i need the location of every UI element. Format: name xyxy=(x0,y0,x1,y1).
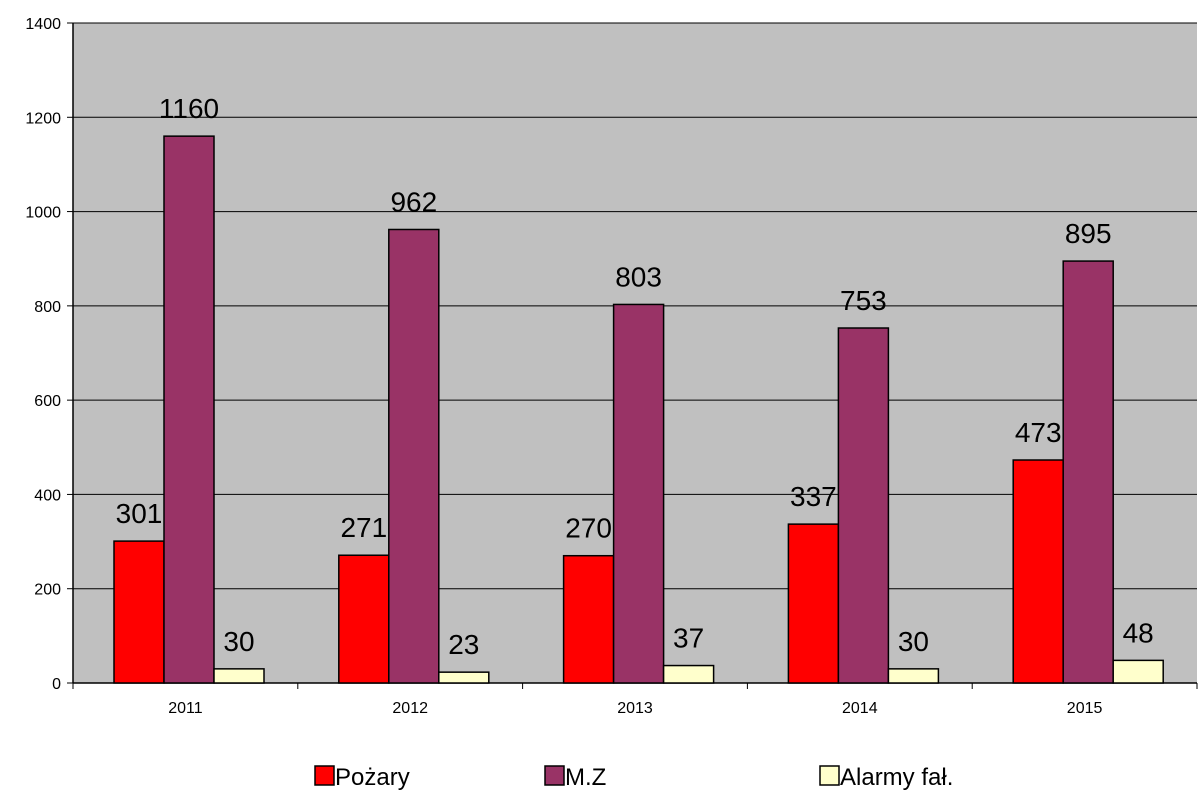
x-tick-label: 2015 xyxy=(1067,700,1103,717)
bar xyxy=(113,540,165,684)
y-tick-label: 1000 xyxy=(25,205,61,222)
legend-label: M.Z xyxy=(565,764,606,791)
x-tick-label: 2013 xyxy=(617,700,653,717)
bar xyxy=(837,327,890,684)
y-tick-label: 1400 xyxy=(25,16,61,33)
bar xyxy=(612,303,665,684)
legend-swatch xyxy=(819,765,840,786)
y-tick-label: 400 xyxy=(34,487,61,504)
bar xyxy=(213,668,265,684)
data-label: 270 xyxy=(565,513,612,544)
data-label: 753 xyxy=(840,285,887,316)
y-tick-label: 600 xyxy=(34,393,61,410)
y-tick-label: 800 xyxy=(34,299,61,316)
bar xyxy=(163,135,215,684)
bar xyxy=(338,554,390,684)
data-label: 23 xyxy=(448,629,479,660)
data-label: 337 xyxy=(790,481,837,512)
bar xyxy=(562,554,615,684)
x-tick-label: 2014 xyxy=(842,700,878,717)
legend-label: Alarmy fał. xyxy=(840,764,953,791)
data-label: 30 xyxy=(898,626,929,657)
data-label: 1160 xyxy=(159,93,219,124)
data-label: 30 xyxy=(223,626,254,657)
bar xyxy=(662,664,715,684)
bar xyxy=(1012,459,1064,684)
x-tick-label: 2011 xyxy=(168,700,203,717)
bar xyxy=(438,671,490,684)
y-tick-label: 0 xyxy=(52,676,61,693)
y-tick-label: 1200 xyxy=(25,110,61,127)
bar xyxy=(887,668,940,684)
data-label: 473 xyxy=(1015,417,1062,448)
bar xyxy=(787,523,840,684)
data-label: 803 xyxy=(615,261,662,292)
data-label: 271 xyxy=(340,512,387,543)
data-label: 48 xyxy=(1123,617,1154,648)
x-tick-label: 2012 xyxy=(392,700,428,717)
legend-swatch xyxy=(544,765,565,786)
bar xyxy=(388,228,440,684)
legend-swatch xyxy=(314,765,335,786)
data-label: 301 xyxy=(116,498,163,529)
data-label: 895 xyxy=(1065,218,1112,249)
y-tick-label: 200 xyxy=(34,582,61,599)
bar xyxy=(1112,659,1164,684)
bar xyxy=(1062,260,1114,684)
data-label: 37 xyxy=(673,623,704,654)
data-label: 962 xyxy=(390,186,437,217)
legend-label: Pożary xyxy=(335,764,410,791)
